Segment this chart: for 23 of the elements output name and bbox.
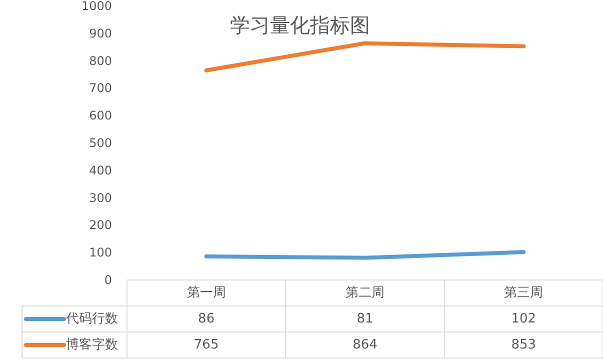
chart-title: 学习量化指标图 bbox=[230, 13, 370, 37]
y-tick-label: 100 bbox=[89, 246, 112, 260]
data-label: 102 bbox=[511, 312, 536, 326]
legend-label: 博客字数 bbox=[66, 336, 118, 352]
y-tick-label: 900 bbox=[89, 26, 112, 40]
data-label: 86 bbox=[198, 312, 215, 326]
data-label: 853 bbox=[511, 338, 536, 352]
y-tick-label: 400 bbox=[89, 163, 112, 178]
x-tick-label: 第一周 bbox=[186, 286, 226, 300]
y-tick-label: 500 bbox=[89, 136, 112, 150]
data-label: 864 bbox=[352, 338, 378, 352]
y-tick-label: 700 bbox=[89, 81, 112, 96]
x-tick-label: 第二周 bbox=[346, 286, 384, 300]
y-tick-label: 200 bbox=[89, 218, 112, 232]
y-tick-label: 800 bbox=[89, 54, 112, 68]
y-tick-label: 0 bbox=[104, 273, 112, 287]
y-tick-label: 1000 bbox=[81, 0, 112, 13]
y-tick-label: 300 bbox=[89, 190, 112, 205]
y-tick-label: 600 bbox=[89, 108, 112, 123]
data-label: 81 bbox=[356, 312, 374, 326]
data-label: 765 bbox=[194, 338, 219, 352]
x-tick-label: 第三周 bbox=[504, 286, 544, 300]
legend-label: 代码行数 bbox=[65, 312, 118, 326]
